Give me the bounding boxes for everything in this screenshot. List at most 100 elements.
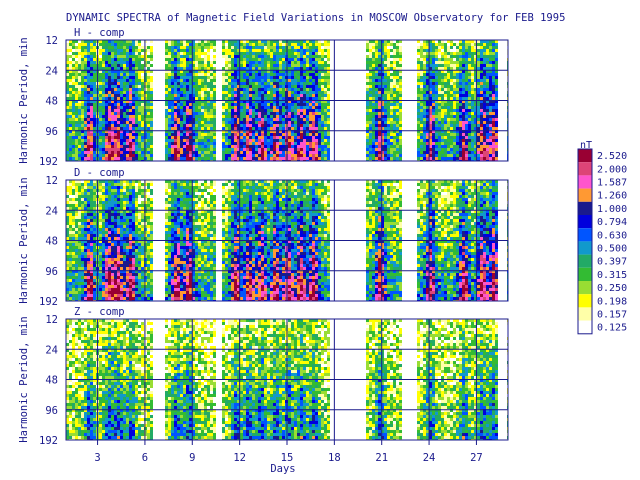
- spectrum-cell: [90, 139, 93, 142]
- spectrum-cell: [120, 127, 123, 130]
- spectrum-cell: [321, 61, 324, 64]
- spectrum-cell: [372, 115, 375, 118]
- spectrum-cell: [465, 43, 468, 46]
- spectrum-cell: [255, 55, 258, 58]
- spectrum-cell: [327, 85, 330, 88]
- spectrum-cell: [309, 55, 312, 58]
- spectrum-cell: [495, 157, 498, 160]
- spectrum-cell: [489, 70, 492, 73]
- spectrum-cell: [438, 46, 441, 49]
- spectrum-cell: [78, 112, 81, 115]
- spectrum-cell: [78, 154, 81, 157]
- spectrum-cell: [264, 55, 267, 58]
- spectrum-cell: [327, 46, 330, 49]
- spectrum-cell: [222, 82, 225, 85]
- spectrum-cell: [441, 88, 444, 91]
- spectrum-cell: [396, 76, 399, 79]
- spectrum-cell: [327, 61, 330, 64]
- spectrum-cell: [288, 58, 291, 61]
- spectrum-cell: [387, 64, 390, 67]
- spectrum-cell: [234, 151, 237, 154]
- spectrum-cell: [231, 67, 234, 70]
- spectrum-cell: [192, 58, 195, 61]
- spectrum-cell: [372, 52, 375, 55]
- spectrum-cell: [312, 121, 315, 124]
- spectrum-cell: [429, 124, 432, 127]
- spectrum-cell: [423, 106, 426, 109]
- spectrum-cell: [483, 79, 486, 82]
- spectrum-cell: [441, 40, 444, 43]
- spectrum-cell: [135, 127, 138, 130]
- spectrum-cell: [318, 82, 321, 85]
- spectrum-cell: [198, 139, 201, 142]
- spectrum-cell: [315, 130, 318, 133]
- spectrum-cell: [210, 133, 213, 136]
- spectrum-cell: [372, 127, 375, 130]
- spectrum-cell: [78, 91, 81, 94]
- spectrum-cell: [471, 43, 474, 46]
- spectrum-cell: [168, 55, 171, 58]
- spectrum-cell: [255, 145, 258, 148]
- spectrum-cell: [384, 109, 387, 112]
- spectrum-cell: [483, 67, 486, 70]
- spectrum-cell: [423, 109, 426, 112]
- spectrum-cell: [114, 100, 117, 103]
- spectrum-cell: [150, 115, 153, 118]
- spectrum-cell: [144, 148, 147, 151]
- spectrum-cell: [171, 103, 174, 106]
- spectrum-cell: [324, 148, 327, 151]
- spectrum-cell: [186, 139, 189, 142]
- spectrum-cell: [129, 157, 132, 160]
- spectrum-cell: [225, 157, 228, 160]
- spectrum-cell: [99, 139, 102, 142]
- spectrum-cell: [372, 157, 375, 160]
- spectrum-cell: [489, 121, 492, 124]
- spectrum-cell: [135, 106, 138, 109]
- spectrum-cell: [222, 46, 225, 49]
- spectrum-cell: [78, 148, 81, 151]
- spectrum-cell: [138, 142, 141, 145]
- spectrum-cell: [222, 145, 225, 148]
- spectrum-cell: [495, 136, 498, 139]
- spectrum-cell: [417, 145, 420, 148]
- spectrum-cell: [195, 154, 198, 157]
- spectrum-cell: [135, 151, 138, 154]
- spectrum-cell: [84, 88, 87, 91]
- spectrum-cell: [372, 118, 375, 121]
- spectrum-cell: [489, 106, 492, 109]
- spectrum-cell: [306, 115, 309, 118]
- spectrum-cell: [417, 115, 420, 118]
- spectrum-cell: [150, 109, 153, 112]
- spectrum-cell: [375, 115, 378, 118]
- spectrum-cell: [138, 49, 141, 52]
- spectrum-cell: [111, 106, 114, 109]
- spectrum-cell: [297, 94, 300, 97]
- spectrum-cell: [174, 55, 177, 58]
- spectrum-cell: [114, 88, 117, 91]
- spectrum-cell: [396, 127, 399, 130]
- spectrum-cell: [177, 139, 180, 142]
- spectrum-cell: [453, 61, 456, 64]
- spectrum-cell: [471, 133, 474, 136]
- spectrum-cell: [240, 154, 243, 157]
- spectrum-cell: [444, 139, 447, 142]
- spectrum-cell: [321, 151, 324, 154]
- spectrum-cell: [456, 55, 459, 58]
- spectrum-cell: [132, 58, 135, 61]
- spectrum-cell: [138, 100, 141, 103]
- spectrum-cell: [432, 133, 435, 136]
- spectrum-cell: [429, 115, 432, 118]
- spectrum-cell: [84, 46, 87, 49]
- spectrum-cell: [483, 130, 486, 133]
- spectrum-cell: [255, 154, 258, 157]
- spectrum-cell: [471, 112, 474, 115]
- spectrum-cell: [114, 64, 117, 67]
- spectrum-cell: [183, 94, 186, 97]
- spectrum-cell: [66, 192, 69, 195]
- spectrum-cell: [180, 46, 183, 49]
- spectrum-cell: [369, 76, 372, 79]
- spectrum-cell: [177, 73, 180, 76]
- spectrum-cell: [138, 118, 141, 121]
- spectrum-cell: [288, 109, 291, 112]
- spectrum-cell: [288, 157, 291, 160]
